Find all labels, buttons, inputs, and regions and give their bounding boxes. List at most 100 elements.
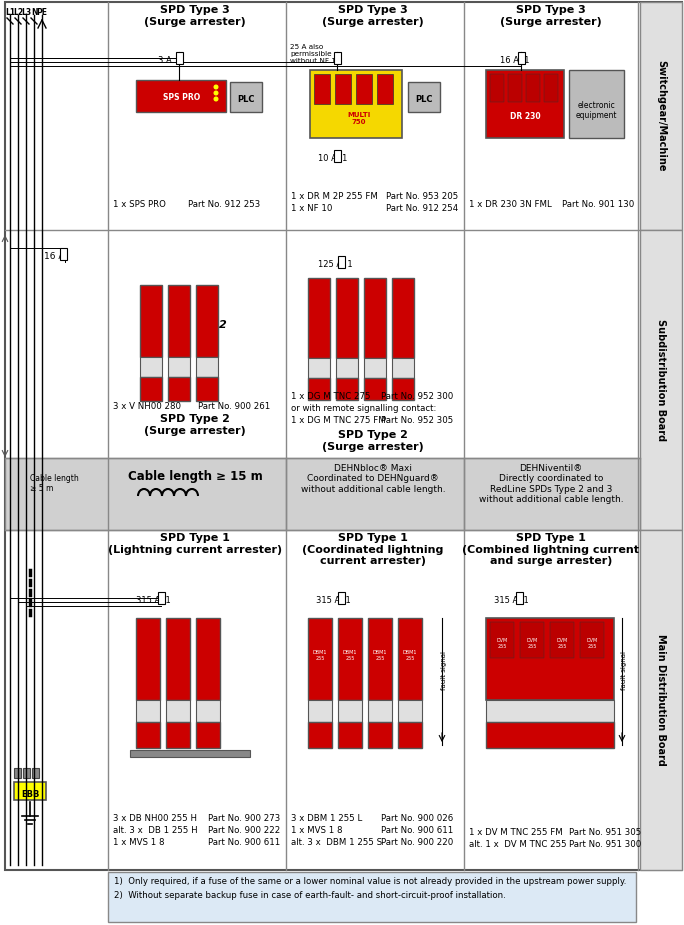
Text: 1 x MVS 1 8: 1 x MVS 1 8 [113,838,164,847]
Bar [166,700,190,722]
Bar [196,618,220,700]
Text: or with remote signalling contact:: or with remote signalling contact: [291,404,436,413]
Text: alt. 3 x  DBM 1 255 S: alt. 3 x DBM 1 255 S [291,838,382,847]
Text: PLC: PLC [237,95,254,104]
Text: DBM1
255: DBM1 255 [343,650,357,660]
Bar [140,285,162,357]
Bar [140,357,162,377]
Text: alt. 1 x  DV M TNC 255: alt. 1 x DV M TNC 255 [469,840,566,849]
Bar [486,700,614,722]
Bar [32,768,39,778]
Bar [508,74,522,102]
Text: 10 A  1: 10 A 1 [318,154,347,163]
Text: Part No. 900 261: Part No. 900 261 [198,402,270,411]
Text: Part No. 900 220: Part No. 900 220 [381,838,453,847]
Text: 125 A  1: 125 A 1 [318,260,353,269]
Text: DVM
255: DVM 255 [586,638,598,648]
Bar [336,358,358,378]
Bar [23,768,30,778]
Text: L1: L1 [5,8,15,17]
Text: DEHNiventil®
Directly coordinated to
RedLine SPDs Type 2 and 3
without additiona: DEHNiventil® Directly coordinated to Red… [479,464,623,504]
Text: 1 x DR 230 3N FML: 1 x DR 230 3N FML [469,200,552,209]
Bar [516,592,523,604]
Text: DBM1
255: DBM1 255 [313,650,327,660]
Bar [364,358,386,378]
Text: Part No. 900 222: Part No. 900 222 [208,826,280,835]
Text: 16 A  1: 16 A 1 [500,56,529,65]
Text: Cable length ≥ 15 m: Cable length ≥ 15 m [128,470,263,483]
Text: 2: 2 [219,320,227,330]
Bar [640,230,682,530]
Text: DVM
255: DVM 255 [527,638,538,648]
Bar [368,700,392,722]
Bar [338,618,362,700]
Bar [490,622,514,658]
Bar [176,52,183,64]
Bar [336,278,358,358]
Circle shape [214,85,218,89]
Text: 1 x MVS 1 8: 1 x MVS 1 8 [291,826,343,835]
Text: 2)  Without separate backup fuse in case of earth-fault- and short-circuit-proof: 2) Without separate backup fuse in case … [114,891,505,900]
Text: Part No. 912 254: Part No. 912 254 [386,204,458,213]
Text: SPD Type 1
(Coordinated lightning
current arrester): SPD Type 1 (Coordinated lightning curren… [302,533,444,566]
Text: DBM1
255: DBM1 255 [373,650,387,660]
Text: 25 A also
permissible
without NF 10: 25 A also permissible without NF 10 [290,44,341,64]
Bar [398,700,422,722]
Text: SPD Type 2
(Surge arrester): SPD Type 2 (Surge arrester) [322,430,424,451]
Text: electronic
equipment: electronic equipment [575,101,617,120]
Text: fault signal: fault signal [621,650,627,689]
Bar [314,74,330,104]
Circle shape [214,97,218,101]
Bar [158,592,165,604]
Bar [392,278,414,358]
Bar [338,256,345,268]
Text: Subdistribution Board: Subdistribution Board [656,319,666,441]
Bar [364,378,386,400]
Bar [338,592,345,604]
Text: DBM1
255: DBM1 255 [403,650,417,660]
Bar [230,82,262,112]
Text: Main Distribution Board: Main Distribution Board [656,634,666,766]
Bar [136,722,160,748]
Bar [310,70,402,138]
Text: L3: L3 [21,8,31,17]
Bar [108,872,636,922]
Text: 1 x DG M TNC 275: 1 x DG M TNC 275 [291,392,371,401]
Bar [130,750,250,757]
Text: 3 x DB NH00 255 H: 3 x DB NH00 255 H [113,814,197,823]
Text: SPD Type 1
(Lightning current arrester): SPD Type 1 (Lightning current arrester) [108,533,282,555]
Bar [486,70,564,138]
Bar [336,378,358,400]
Text: L2: L2 [13,8,23,17]
Bar [308,618,332,700]
Text: SPS PRO: SPS PRO [163,93,200,102]
Text: PE: PE [36,8,47,17]
Bar [308,700,332,722]
Bar [398,722,422,748]
Bar [486,618,614,700]
Text: N: N [31,8,37,17]
Bar [140,377,162,401]
Bar [486,722,614,748]
Text: SPD Type 2
(Surge arrester): SPD Type 2 (Surge arrester) [144,414,246,436]
Bar [196,285,218,357]
Bar [490,74,504,102]
Text: Part No. 900 026: Part No. 900 026 [381,814,453,823]
Bar [520,622,544,658]
Text: DEHNbloc® Maxi
Coordinated to DEHNguard®
without additional cable length.: DEHNbloc® Maxi Coordinated to DEHNguard®… [301,464,445,494]
Text: SPD Type 3
(Surge arrester): SPD Type 3 (Surge arrester) [500,5,602,27]
Text: 3 A  1: 3 A 1 [158,56,182,65]
Bar [136,80,226,112]
Bar [544,74,558,102]
Bar [334,150,341,162]
Bar [640,2,682,230]
Text: 3 x DBM 1 255 L: 3 x DBM 1 255 L [291,814,363,823]
Text: DVM
255: DVM 255 [497,638,508,648]
Text: Switchgear/Machine: Switchgear/Machine [656,60,666,172]
Text: Part No. 900 273: Part No. 900 273 [208,814,280,823]
Text: Part No. 951 305: Part No. 951 305 [569,828,642,837]
Text: 315 A  1: 315 A 1 [136,596,171,605]
Text: Part No. 952 305: Part No. 952 305 [381,416,453,425]
Bar [368,618,392,700]
Bar [569,70,624,138]
